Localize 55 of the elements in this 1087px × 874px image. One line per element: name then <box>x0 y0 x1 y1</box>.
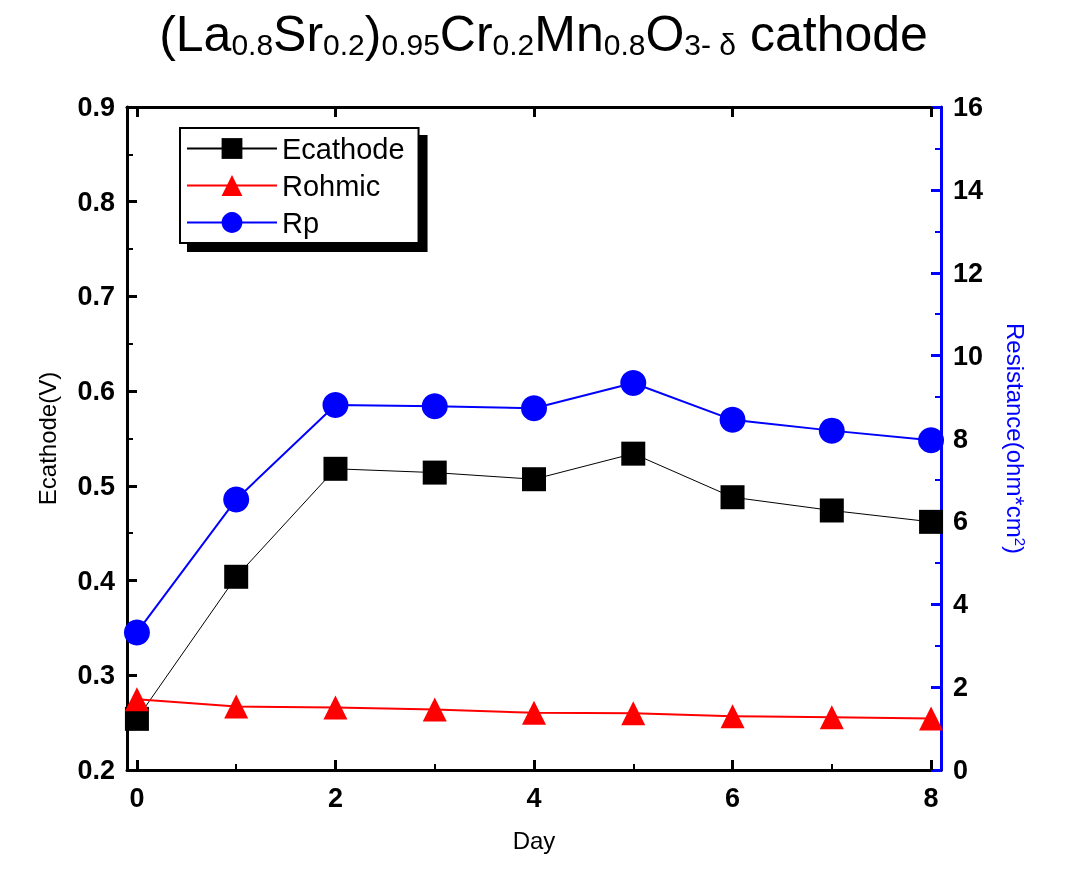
point <box>919 706 944 731</box>
point <box>323 695 348 720</box>
y-tick-label: 0.6 <box>77 376 115 407</box>
point <box>123 619 150 646</box>
y2-tick-label: 8 <box>953 423 969 454</box>
y-axis-title: Ecathode(V) <box>33 371 61 506</box>
point <box>323 456 348 481</box>
x-tick-label: 0 <box>129 782 145 813</box>
point <box>720 704 745 729</box>
point <box>819 498 844 523</box>
legend-label: Ecathode <box>282 132 405 165</box>
y2-tick-label: 0 <box>953 755 969 785</box>
point <box>124 687 149 712</box>
x-tick-label: 4 <box>526 782 542 813</box>
point <box>919 509 944 534</box>
y2-tick-label: 14 <box>953 174 984 205</box>
y2-tick-label: 4 <box>953 589 969 620</box>
point <box>522 467 546 492</box>
y-tick-label: 0.9 <box>77 92 115 122</box>
x-tick-label: 2 <box>327 782 343 813</box>
y-tick-label: 0.3 <box>77 660 115 691</box>
point <box>521 395 547 422</box>
y-tick-label: 0.4 <box>77 565 115 596</box>
y-tick-label: 0.8 <box>77 186 115 217</box>
point <box>224 694 249 719</box>
y2-tick-label: 6 <box>953 506 969 537</box>
point <box>818 417 845 444</box>
point <box>421 393 448 420</box>
point <box>422 697 447 722</box>
y2-tick-label: 10 <box>953 340 984 371</box>
point <box>719 406 746 433</box>
point <box>223 486 250 513</box>
y-tick-label: 0.7 <box>77 281 115 312</box>
y2-axis-title: Resistance(ohm*cm2) <box>1002 322 1029 555</box>
point <box>918 427 945 454</box>
point <box>621 441 646 466</box>
legend-label: Rohmic <box>282 169 381 202</box>
x-tick-label: 6 <box>725 782 741 813</box>
y2-tick-label: 16 <box>953 92 984 122</box>
chart-title: (La0.8Sr0.2)0.95Cr0.2Mn0.8O3- δ cathode <box>159 6 928 62</box>
y2-tick-label: 2 <box>953 672 969 703</box>
x-axis-title: Day <box>512 826 556 854</box>
x-tick-label: 8 <box>923 782 939 813</box>
point <box>819 705 844 730</box>
point <box>224 564 249 589</box>
point <box>422 460 447 485</box>
y-tick-label: 0.5 <box>77 470 115 501</box>
y-tick-label: 0.2 <box>77 755 115 785</box>
y2-tick-label: 12 <box>953 257 984 288</box>
point <box>322 391 349 418</box>
point <box>621 701 646 726</box>
legend-label: Rp <box>282 206 320 239</box>
point <box>522 700 546 725</box>
point <box>720 485 745 510</box>
point <box>620 369 647 396</box>
